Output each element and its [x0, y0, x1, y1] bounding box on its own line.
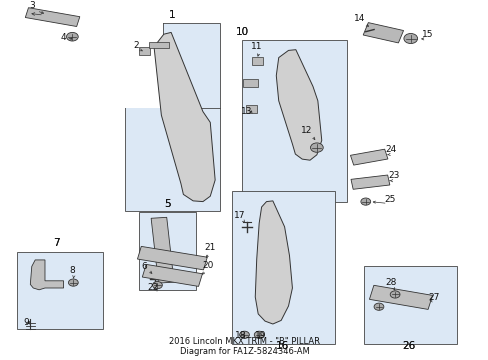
Text: 26: 26	[402, 341, 415, 351]
Polygon shape	[25, 8, 80, 27]
Text: 26: 26	[402, 341, 415, 351]
Circle shape	[239, 331, 249, 338]
FancyBboxPatch shape	[243, 79, 257, 87]
Text: 20: 20	[202, 261, 213, 270]
Text: 18: 18	[234, 331, 246, 340]
Text: 10: 10	[235, 27, 248, 37]
Circle shape	[360, 198, 370, 205]
Text: 24: 24	[385, 145, 396, 154]
Polygon shape	[255, 201, 292, 324]
Circle shape	[254, 331, 264, 338]
Text: 4: 4	[61, 33, 66, 42]
Text: 27: 27	[427, 293, 439, 302]
Polygon shape	[30, 260, 63, 290]
FancyBboxPatch shape	[252, 57, 263, 65]
Circle shape	[66, 32, 78, 41]
FancyBboxPatch shape	[17, 252, 102, 329]
Circle shape	[403, 33, 417, 44]
Text: 14: 14	[353, 14, 365, 23]
Text: 7: 7	[53, 238, 60, 248]
Text: 1: 1	[168, 10, 175, 20]
Text: 11: 11	[250, 42, 262, 51]
Text: 1: 1	[168, 10, 175, 20]
Text: 19: 19	[255, 331, 266, 340]
Circle shape	[310, 143, 323, 152]
Polygon shape	[350, 175, 389, 189]
FancyBboxPatch shape	[242, 40, 346, 202]
Polygon shape	[350, 149, 387, 165]
Text: 9: 9	[23, 318, 29, 327]
FancyBboxPatch shape	[232, 191, 334, 344]
Text: 28: 28	[385, 278, 396, 287]
FancyBboxPatch shape	[149, 42, 168, 48]
Text: 16: 16	[275, 341, 288, 351]
Circle shape	[68, 279, 78, 286]
FancyBboxPatch shape	[139, 47, 150, 55]
Text: 3: 3	[29, 1, 35, 10]
Text: 25: 25	[383, 195, 395, 204]
Text: 2: 2	[133, 41, 139, 50]
Text: 10: 10	[235, 27, 248, 37]
Circle shape	[373, 303, 383, 310]
Text: 5: 5	[163, 199, 170, 209]
Text: 16: 16	[275, 341, 288, 351]
Text: 23: 23	[387, 171, 399, 180]
Circle shape	[152, 282, 162, 289]
Polygon shape	[154, 32, 215, 202]
Polygon shape	[137, 246, 207, 270]
FancyBboxPatch shape	[124, 23, 220, 211]
Text: 15: 15	[421, 30, 433, 39]
FancyBboxPatch shape	[364, 266, 456, 344]
Polygon shape	[142, 264, 202, 287]
Text: 22: 22	[147, 283, 159, 292]
FancyBboxPatch shape	[139, 212, 195, 290]
Text: 8: 8	[69, 266, 75, 275]
FancyBboxPatch shape	[124, 23, 163, 108]
Circle shape	[389, 291, 399, 298]
Text: 21: 21	[204, 243, 216, 252]
Text: 6: 6	[141, 262, 147, 271]
Text: 13: 13	[241, 107, 252, 116]
Polygon shape	[368, 285, 432, 309]
Polygon shape	[151, 217, 174, 283]
Polygon shape	[276, 50, 321, 160]
Text: 2016 Lincoln MKX TRIM - "B" PILLAR
Diagram for FA1Z-5824346-AM: 2016 Lincoln MKX TRIM - "B" PILLAR Diagr…	[169, 337, 319, 356]
Text: 7: 7	[53, 238, 60, 248]
Polygon shape	[363, 23, 403, 43]
Text: 17: 17	[233, 211, 245, 220]
Text: 5: 5	[163, 199, 170, 209]
FancyBboxPatch shape	[246, 105, 257, 113]
Text: 12: 12	[301, 126, 312, 135]
